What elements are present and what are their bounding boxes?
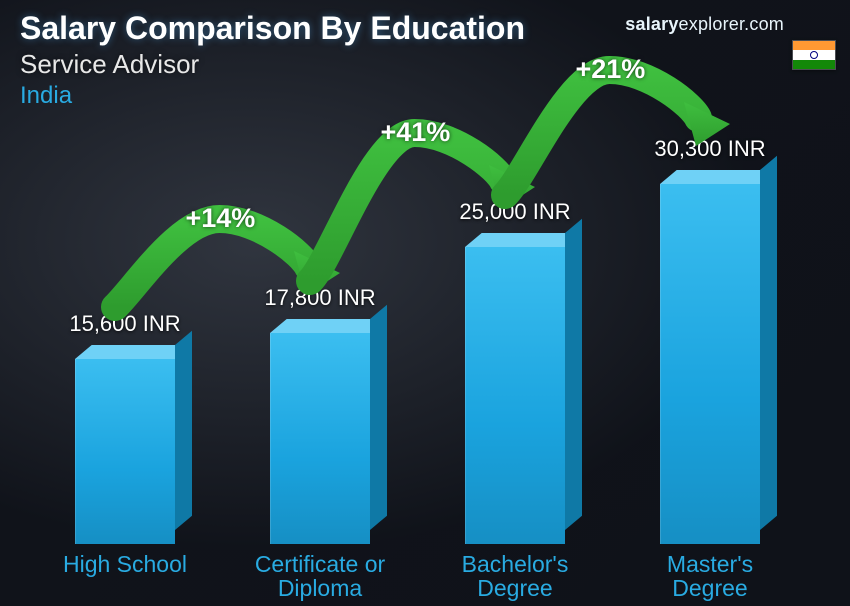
brand-label: salaryexplorer.com bbox=[625, 14, 784, 35]
bar bbox=[75, 359, 175, 544]
page-title: Salary Comparison By Education bbox=[20, 10, 525, 47]
bar-value-label: 30,300 INR bbox=[610, 136, 810, 162]
bar bbox=[660, 184, 760, 544]
category-label: Certificate orDiploma bbox=[235, 544, 405, 606]
job-title: Service Advisor bbox=[20, 49, 525, 80]
bar-group: 25,000 INRBachelor'sDegree bbox=[430, 187, 600, 606]
increase-pct-label: +41% bbox=[381, 117, 451, 148]
category-label: Master'sDegree bbox=[625, 544, 795, 606]
category-label: Bachelor'sDegree bbox=[430, 544, 600, 606]
category-label: High School bbox=[40, 544, 210, 606]
bar-group: 15,600 INRHigh School bbox=[40, 299, 210, 606]
india-flag-icon bbox=[792, 40, 836, 70]
bar-group: 17,800 INRCertificate orDiploma bbox=[235, 273, 405, 606]
bar-value-label: 25,000 INR bbox=[415, 199, 615, 225]
bar-chart: 15,600 INRHigh School17,800 INRCertifica… bbox=[0, 136, 820, 606]
bar-group: 30,300 INRMaster'sDegree bbox=[625, 124, 795, 606]
country-name: India bbox=[20, 82, 525, 110]
bar bbox=[270, 333, 370, 544]
brand-light: explorer.com bbox=[679, 14, 784, 34]
brand-bold: salary bbox=[625, 14, 678, 34]
bar bbox=[465, 247, 565, 544]
increase-pct-label: +14% bbox=[186, 203, 256, 234]
increase-pct-label: +21% bbox=[576, 54, 646, 85]
header: Salary Comparison By Education Service A… bbox=[20, 10, 525, 110]
bar-value-label: 17,800 INR bbox=[220, 285, 420, 311]
bar-value-label: 15,600 INR bbox=[25, 311, 225, 337]
